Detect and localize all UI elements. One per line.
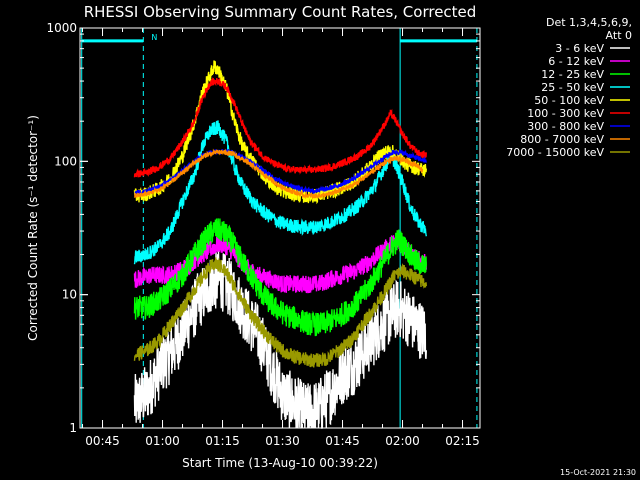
series-800-7000-keV bbox=[133, 148, 424, 200]
legend-label: 25 - 50 keV bbox=[541, 81, 604, 94]
series-25-50-keV bbox=[133, 120, 427, 265]
x-tick-label: 01:00 bbox=[145, 434, 180, 448]
x-tick-label: 00:45 bbox=[85, 434, 120, 448]
series-3-6-keV bbox=[133, 251, 427, 429]
legend-label: 6 - 12 keV bbox=[548, 55, 604, 68]
series-layer bbox=[133, 60, 427, 429]
legend-label: 3 - 6 keV bbox=[555, 42, 604, 55]
overlay-lines: N bbox=[81, 28, 478, 428]
series-100-300-keV bbox=[133, 77, 427, 178]
legend-header-attenuator: Att 0 bbox=[606, 29, 632, 42]
x-tick-label: 01:15 bbox=[205, 434, 240, 448]
axes: 1 10 100 1000 00:45 01:00 01:15 01:30 01:45 02:00… bbox=[46, 21, 481, 448]
y-tick-label: 100 bbox=[54, 154, 77, 168]
series-7000-15000-keV bbox=[133, 257, 427, 368]
legend-label: 7000 - 15000 keV bbox=[506, 146, 604, 159]
x-tick-label: 02:00 bbox=[385, 434, 420, 448]
footer-date: 15-Oct-2021 21:30 bbox=[560, 468, 636, 477]
chart-title: RHESSI Observing Summary Count Rates, Co… bbox=[84, 3, 477, 21]
x-tick-label: 01:30 bbox=[265, 434, 300, 448]
legend-label: 12 - 25 keV bbox=[541, 68, 604, 81]
x-tick-label: 02:15 bbox=[445, 434, 480, 448]
x-axis-label: Start Time (13-Aug-10 00:39:22) bbox=[182, 456, 378, 470]
series-12-25-keV bbox=[133, 218, 427, 337]
legend-label: 300 - 800 keV bbox=[527, 120, 604, 133]
y-tick-label: 10 bbox=[62, 288, 77, 302]
y-axis-label: Corrected Count Rate (s⁻¹ detector⁻¹) bbox=[26, 115, 40, 341]
y-tick-label: 1 bbox=[69, 421, 77, 435]
y-tick-label: 1000 bbox=[46, 21, 77, 35]
legend-header-detectors: Det 1,3,4,5,6,9, bbox=[546, 16, 632, 29]
legend-label: 50 - 100 keV bbox=[534, 94, 604, 107]
night-marker-label: N bbox=[151, 33, 157, 42]
x-tick-label: 01:45 bbox=[325, 434, 360, 448]
plot-frame bbox=[79, 27, 481, 429]
legend-label: 100 - 300 keV bbox=[527, 107, 604, 120]
legend-label: 800 - 7000 keV bbox=[520, 133, 604, 146]
